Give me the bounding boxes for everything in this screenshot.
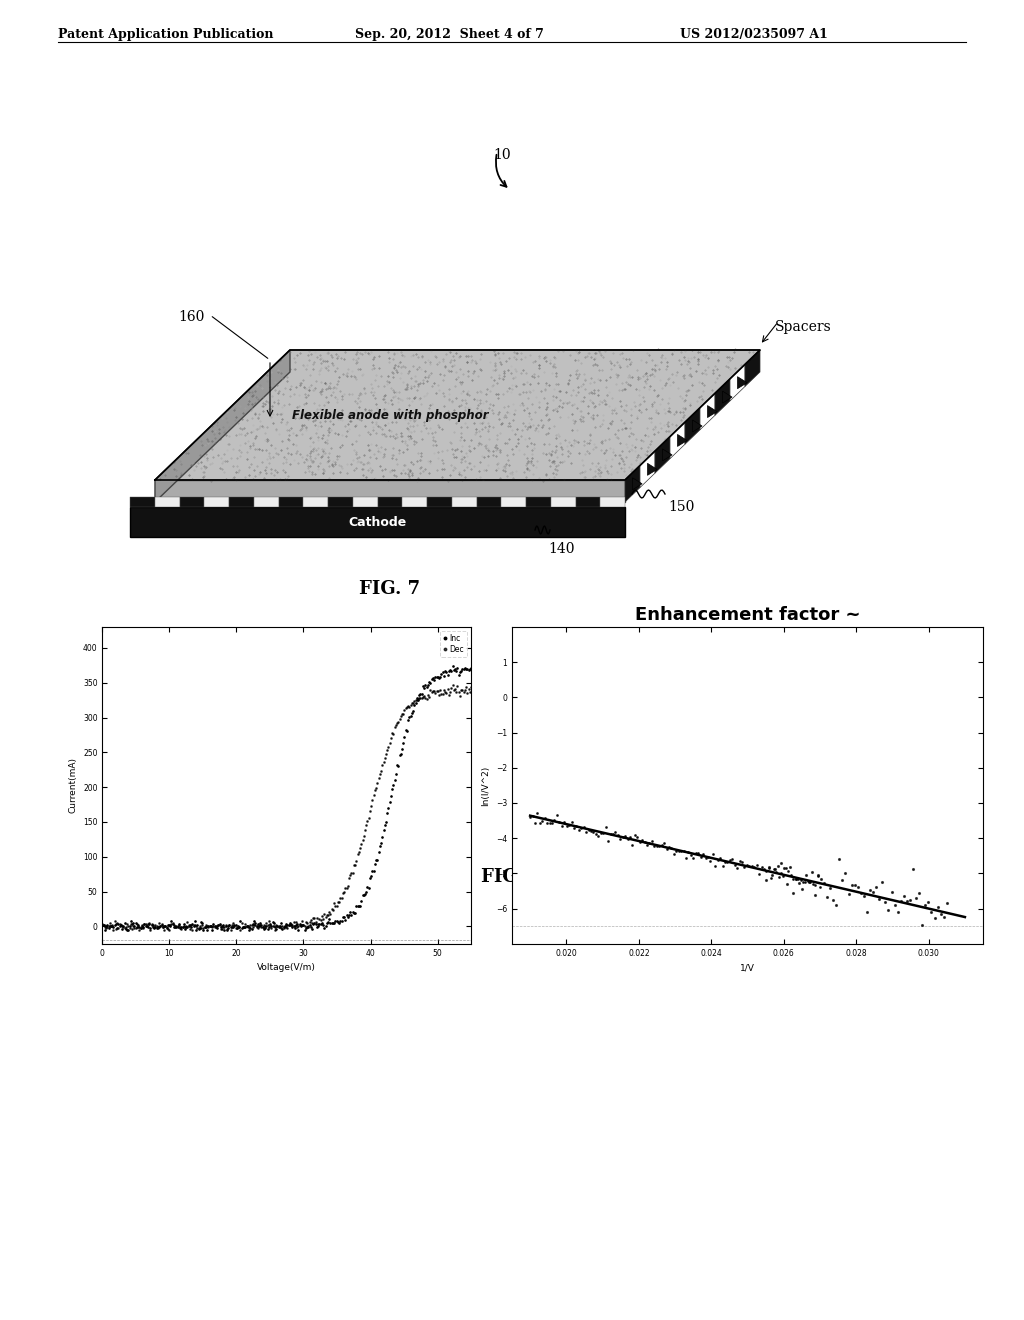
Bar (551, 498, 575, 507)
Polygon shape (670, 422, 685, 458)
Polygon shape (708, 405, 717, 417)
Polygon shape (155, 480, 625, 502)
Line: Inc: Inc (101, 665, 472, 931)
Dec (315, 908, 328, 924)
Bar (402, 498, 427, 507)
Bar (155, 498, 179, 507)
Bar (502, 498, 526, 507)
Dec (324, 904, 336, 920)
Text: Patent Application Publication: Patent Application Publication (58, 28, 273, 41)
Dec (465, 678, 477, 694)
Inc (121, 921, 133, 937)
Text: Sep. 20, 2012  Sheet 4 of 7: Sep. 20, 2012 Sheet 4 of 7 (355, 28, 544, 41)
Bar (130, 498, 155, 507)
Inc (431, 669, 443, 685)
Text: Spacers: Spacers (775, 319, 831, 334)
Bar (427, 498, 452, 507)
Text: 10: 10 (493, 148, 511, 162)
Text: FIG. 7: FIG. 7 (359, 579, 421, 598)
Text: FIG. 8: FIG. 8 (481, 869, 543, 886)
Bar (130, 507, 625, 537)
Polygon shape (715, 379, 730, 416)
Polygon shape (678, 434, 687, 446)
Text: 150: 150 (668, 500, 694, 513)
Text: 160: 160 (178, 310, 205, 323)
Inc (315, 915, 328, 931)
Polygon shape (633, 478, 642, 490)
Dec (97, 916, 110, 932)
Bar (328, 498, 352, 507)
Inc (324, 911, 336, 927)
Legend: Inc, Dec: Inc, Dec (440, 631, 467, 657)
Text: Cathode: Cathode (348, 516, 407, 528)
Bar (452, 498, 476, 507)
Bar (352, 498, 378, 507)
Inc (465, 660, 477, 676)
Dec (431, 684, 443, 700)
X-axis label: Voltage(V/m): Voltage(V/m) (257, 964, 316, 973)
Polygon shape (737, 376, 748, 388)
Dec (409, 693, 421, 709)
Polygon shape (625, 466, 640, 502)
Inc (96, 916, 109, 932)
Text: Flexible anode with phosphor: Flexible anode with phosphor (292, 408, 488, 421)
Inc (409, 697, 421, 713)
Bar (204, 498, 229, 507)
Line: Dec: Dec (101, 684, 472, 931)
Polygon shape (745, 350, 760, 387)
Title: Enhancement factor ~: Enhancement factor ~ (635, 606, 860, 624)
Polygon shape (730, 364, 745, 401)
Y-axis label: ln(I/V^2): ln(I/V^2) (481, 766, 490, 805)
Bar (279, 498, 303, 507)
Bar (600, 498, 625, 507)
X-axis label: 1/V: 1/V (740, 964, 755, 973)
Text: 140: 140 (548, 543, 574, 556)
Dec (446, 677, 459, 693)
Polygon shape (663, 449, 672, 461)
Text: A: A (193, 825, 207, 843)
Bar (229, 498, 254, 507)
Polygon shape (655, 437, 670, 473)
Inc (317, 917, 330, 933)
Bar (179, 498, 204, 507)
Bar (254, 498, 279, 507)
Polygon shape (647, 463, 657, 475)
Polygon shape (700, 393, 715, 430)
Dec (317, 911, 330, 927)
Polygon shape (685, 408, 700, 445)
Dec (96, 917, 109, 933)
Text: US 2012/0235097 A1: US 2012/0235097 A1 (680, 28, 827, 41)
Polygon shape (640, 451, 655, 487)
Bar (575, 498, 600, 507)
Inc (97, 917, 110, 933)
Inc (446, 659, 459, 675)
Polygon shape (155, 350, 760, 480)
Dec (144, 921, 157, 937)
Polygon shape (723, 391, 732, 403)
Y-axis label: Current(mA): Current(mA) (69, 758, 78, 813)
Bar (476, 498, 502, 507)
Polygon shape (155, 350, 290, 502)
Text: B: B (628, 825, 643, 843)
Bar (303, 498, 328, 507)
Bar (526, 498, 551, 507)
Bar (378, 498, 402, 507)
Polygon shape (692, 420, 702, 432)
